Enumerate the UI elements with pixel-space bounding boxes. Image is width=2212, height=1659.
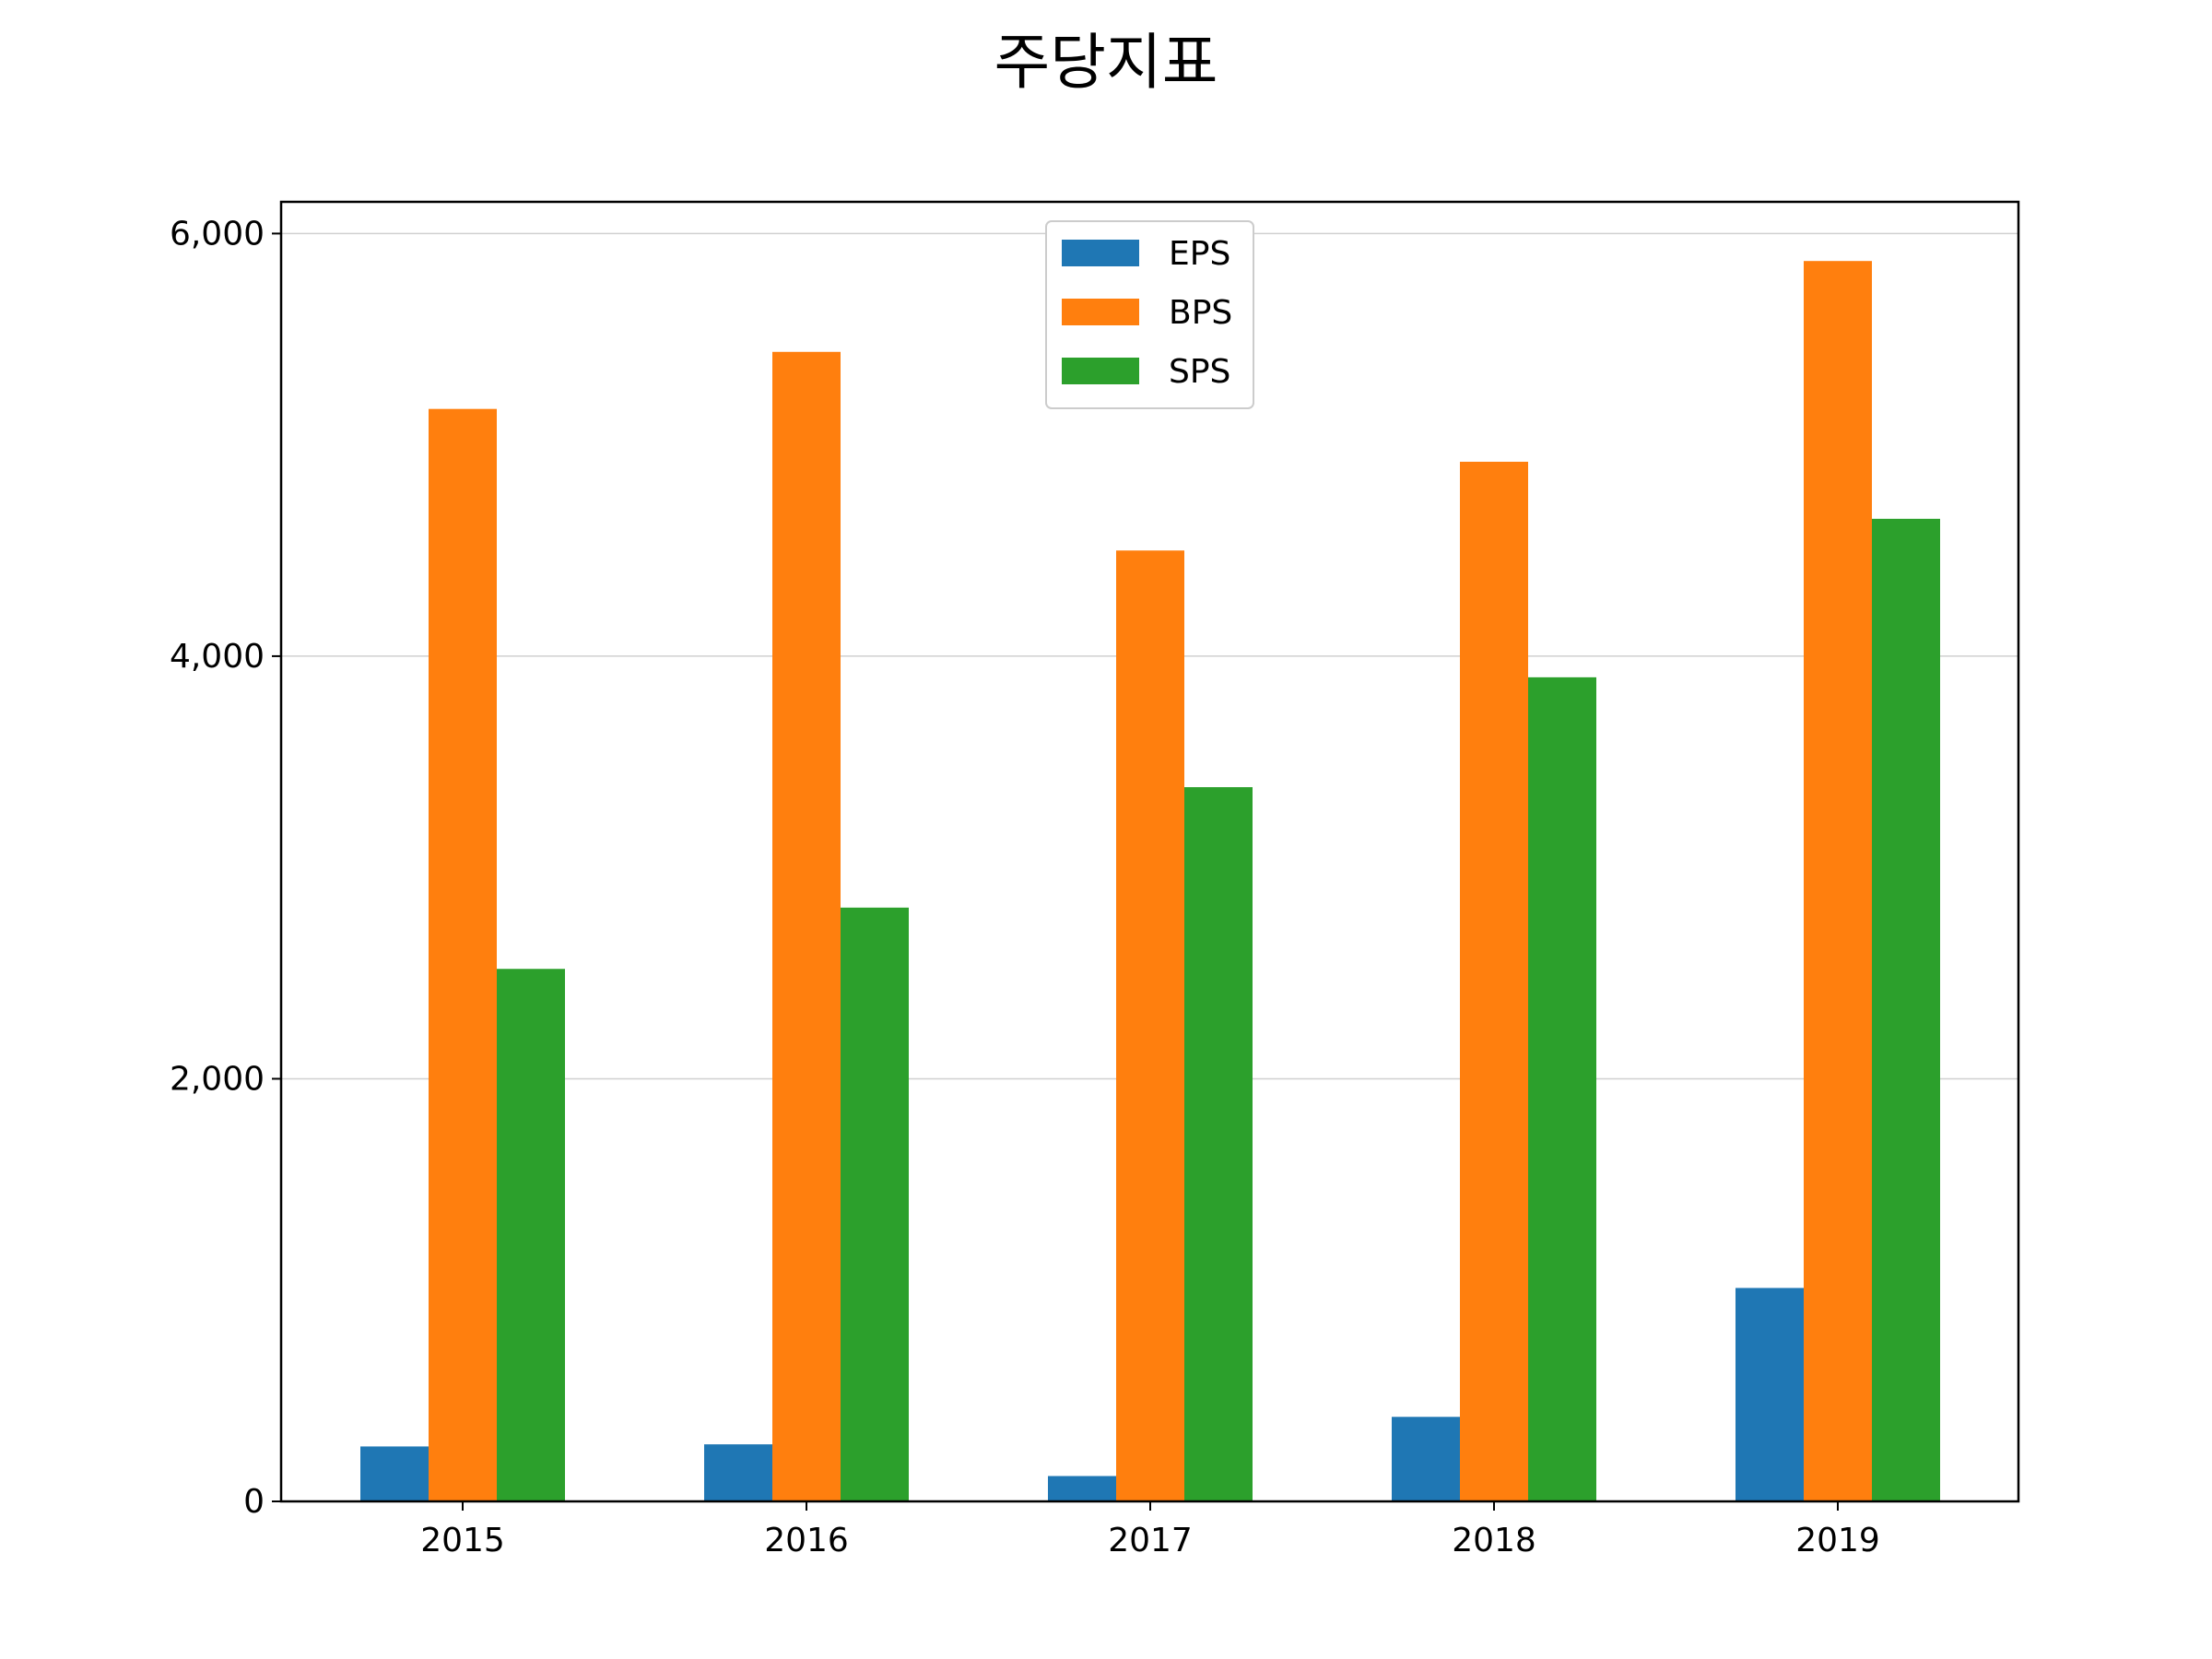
y-tick-label: 6,000 xyxy=(170,215,265,253)
y-tick-label: 0 xyxy=(243,1483,265,1521)
bar-sps-2015 xyxy=(497,969,565,1501)
bar-bps-2017 xyxy=(1116,550,1184,1501)
x-tick-label: 2019 xyxy=(1795,1522,1880,1559)
x-tick-label: 2016 xyxy=(764,1522,849,1559)
bar-eps-2019 xyxy=(1735,1288,1804,1501)
bar-bps-2019 xyxy=(1804,261,1872,1502)
bar-sps-2017 xyxy=(1184,787,1253,1501)
bar-bps-2016 xyxy=(772,351,841,1501)
bars-group xyxy=(360,261,1940,1502)
legend-label-sps: SPS xyxy=(1169,353,1230,391)
bar-eps-2018 xyxy=(1392,1417,1460,1501)
bar-sps-2016 xyxy=(841,907,909,1501)
bar-eps-2015 xyxy=(360,1446,429,1501)
x-tick-label: 2017 xyxy=(1108,1522,1193,1559)
bar-bps-2015 xyxy=(429,408,497,1502)
y-tick-label: 4,000 xyxy=(170,638,265,676)
legend-swatch-bps xyxy=(1062,299,1139,325)
bar-eps-2016 xyxy=(704,1444,772,1501)
bar-eps-2017 xyxy=(1048,1476,1116,1501)
legend-label-bps: BPS xyxy=(1169,294,1232,332)
bar-sps-2018 xyxy=(1528,677,1596,1501)
bar-sps-2019 xyxy=(1872,518,1940,1501)
chart-title: 주당지표 xyxy=(994,27,1218,98)
x-tick-label: 2015 xyxy=(420,1522,505,1559)
bar-bps-2018 xyxy=(1460,462,1528,1501)
x-axis: 2015 2016 2017 2018 2019 xyxy=(420,1501,1880,1559)
x-tick-label: 2018 xyxy=(1452,1522,1536,1559)
legend-swatch-eps xyxy=(1062,240,1139,266)
y-tick-label: 2,000 xyxy=(170,1060,265,1098)
legend-label-eps: EPS xyxy=(1169,235,1230,273)
legend: EPS BPS SPS xyxy=(1045,220,1254,409)
y-axis: 0 2,000 4,000 6,000 xyxy=(170,215,281,1521)
legend-swatch-sps xyxy=(1062,358,1139,384)
